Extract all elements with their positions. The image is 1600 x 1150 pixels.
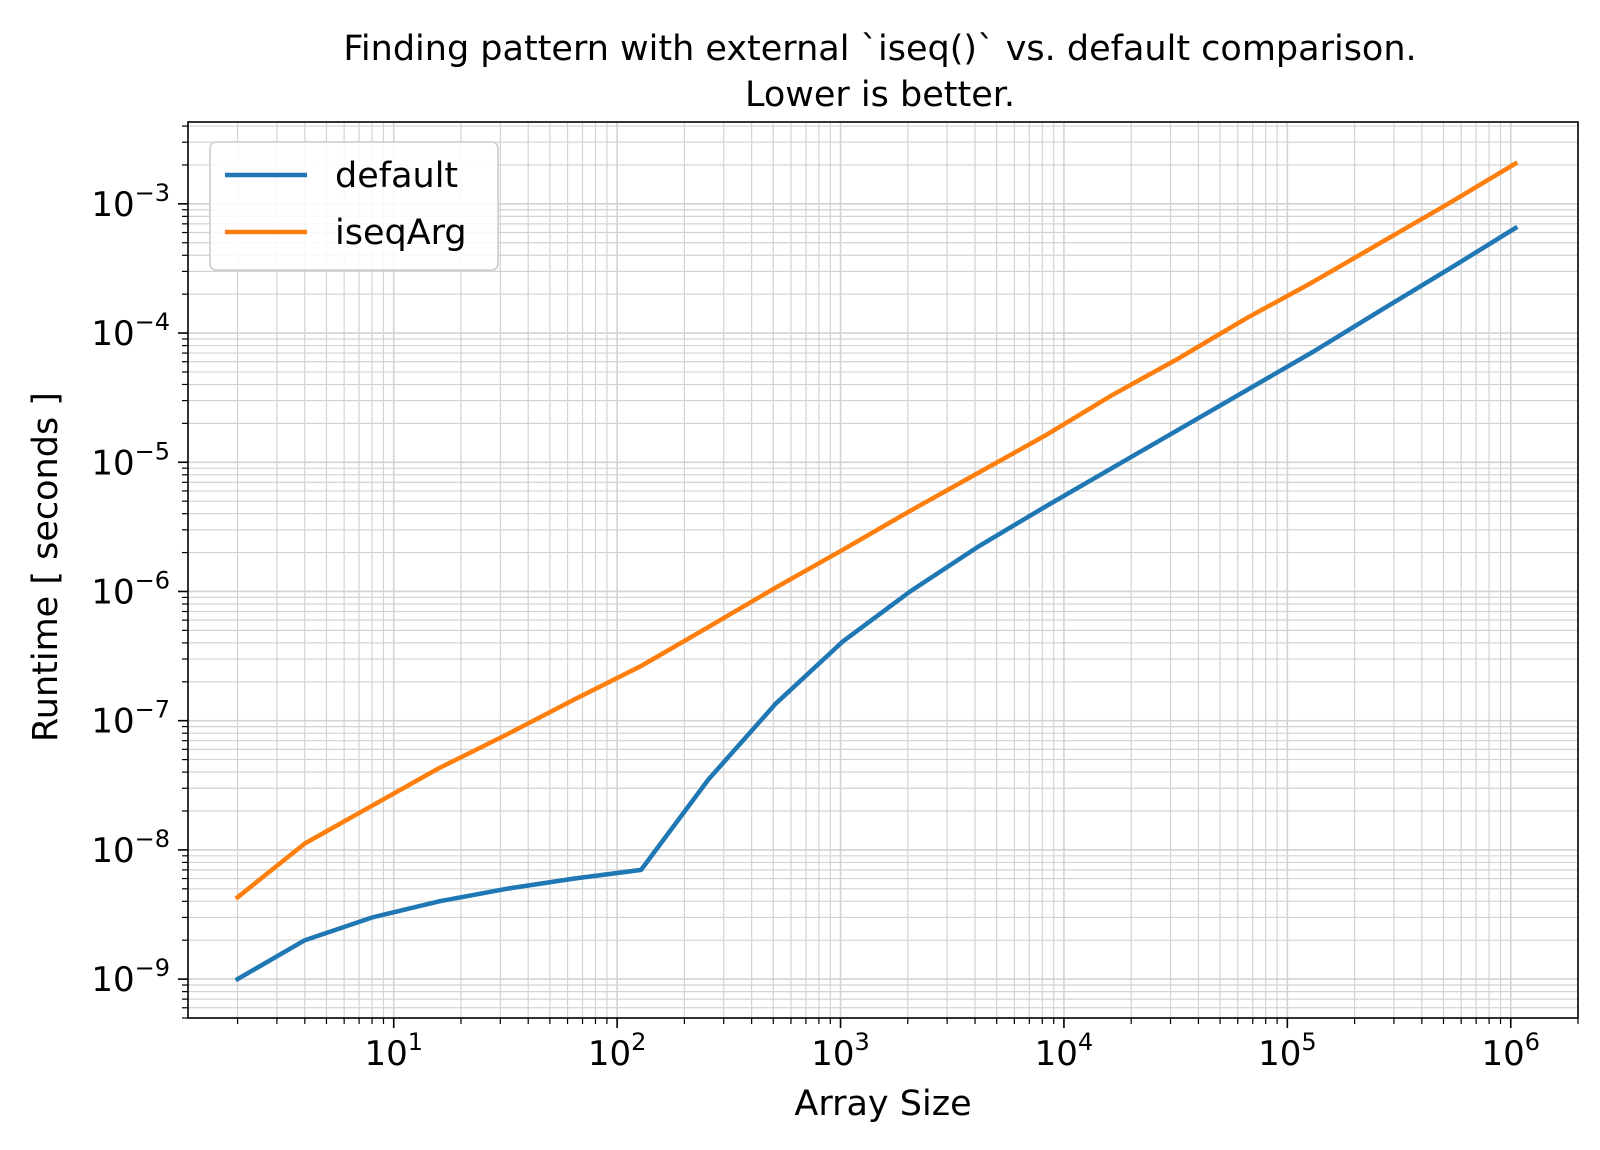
x-tick-base: 10 — [1481, 1034, 1524, 1074]
x-tick-label: 104 — [1035, 1028, 1094, 1074]
y-tick-exponent: −5 — [135, 437, 170, 465]
y-tick-base: 10 — [91, 314, 134, 354]
y-tick-exponent: −8 — [135, 825, 170, 853]
chart-title-line-2: Lower is better. — [745, 75, 1015, 115]
series-line-iseqArg — [234, 160, 1519, 901]
x-tick-base: 10 — [364, 1034, 407, 1074]
series-line-default — [234, 224, 1519, 983]
x-tick-label: 106 — [1481, 1028, 1540, 1074]
y-tick-base: 10 — [91, 185, 134, 225]
plot-frame — [187, 121, 1579, 1019]
y-tick-exponent: −6 — [135, 566, 170, 594]
x-tick-label: 103 — [811, 1028, 870, 1074]
y-tick-labels: 10−910−810−710−610−510−410−3 — [91, 179, 170, 1000]
x-tick-exponent: 3 — [855, 1028, 870, 1056]
x-tick-base: 10 — [1035, 1034, 1078, 1074]
x-axis-label: Array Size — [794, 1084, 971, 1124]
y-tick-label: 10−6 — [91, 566, 170, 612]
legend-label-iseqArg: iseqArg — [335, 213, 467, 253]
y-tick-label: 10−5 — [91, 437, 170, 483]
x-tick-base: 10 — [588, 1034, 631, 1074]
x-tick-base: 10 — [811, 1034, 854, 1074]
y-tick-label: 10−9 — [91, 954, 170, 1000]
x-tick-exponent: 4 — [1078, 1028, 1093, 1056]
y-tick-exponent: −4 — [135, 308, 170, 336]
axes — [178, 121, 1579, 1028]
y-axis-label: Runtime [ seconds ] — [26, 392, 66, 742]
y-tick-base: 10 — [91, 443, 134, 483]
chart-title-line-1: Finding pattern with external `iseq()` v… — [343, 29, 1416, 69]
y-tick-exponent: −3 — [135, 179, 170, 207]
x-tick-exponent: 2 — [631, 1028, 646, 1056]
series-lines — [234, 160, 1519, 983]
y-tick-base: 10 — [91, 960, 134, 1000]
y-tick-base: 10 — [91, 831, 134, 871]
y-tick-base: 10 — [91, 572, 134, 612]
legend: default iseqArg — [209, 141, 499, 271]
x-tick-exponent: 5 — [1301, 1028, 1316, 1056]
y-tick-label: 10−7 — [91, 696, 170, 742]
legend-label-default: default — [335, 156, 458, 196]
x-tick-labels: 101 102 103 104 105 106 — [364, 1028, 1540, 1074]
x-tick-label: 105 — [1258, 1028, 1317, 1074]
x-tick-exponent: 1 — [408, 1028, 423, 1056]
x-tick-exponent: 6 — [1525, 1028, 1540, 1056]
x-tick-label: 101 — [364, 1028, 423, 1074]
y-tick-base: 10 — [91, 702, 134, 742]
y-tick-exponent: −9 — [135, 954, 170, 982]
y-tick-label: 10−8 — [91, 825, 170, 871]
x-tick-base: 10 — [1258, 1034, 1301, 1074]
x-tick-label: 102 — [588, 1028, 647, 1074]
y-tick-label: 10−4 — [91, 308, 170, 354]
y-tick-label: 10−3 — [91, 179, 170, 225]
y-tick-exponent: −7 — [135, 696, 170, 724]
